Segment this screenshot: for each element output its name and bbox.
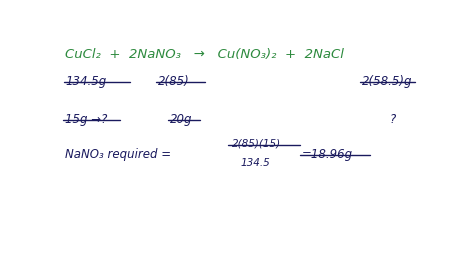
Text: 20g: 20g bbox=[170, 113, 192, 126]
Text: CuCl₂  +  2NaNO₃   →   Cu(NO₃)₂  +  2NaCl: CuCl₂ + 2NaNO₃ → Cu(NO₃)₂ + 2NaCl bbox=[65, 48, 344, 61]
Text: NaNO₃ required =: NaNO₃ required = bbox=[65, 148, 175, 161]
Text: 2(85): 2(85) bbox=[158, 75, 190, 88]
Text: 15g →?: 15g →? bbox=[65, 113, 108, 126]
Text: ?: ? bbox=[390, 113, 396, 126]
Text: 2(85)(15): 2(85)(15) bbox=[232, 138, 281, 148]
Text: 134.5g: 134.5g bbox=[65, 75, 106, 88]
Text: 134.5: 134.5 bbox=[241, 158, 271, 168]
Text: 2(58.5)g: 2(58.5)g bbox=[362, 75, 412, 88]
Text: =18.96g: =18.96g bbox=[302, 148, 353, 161]
